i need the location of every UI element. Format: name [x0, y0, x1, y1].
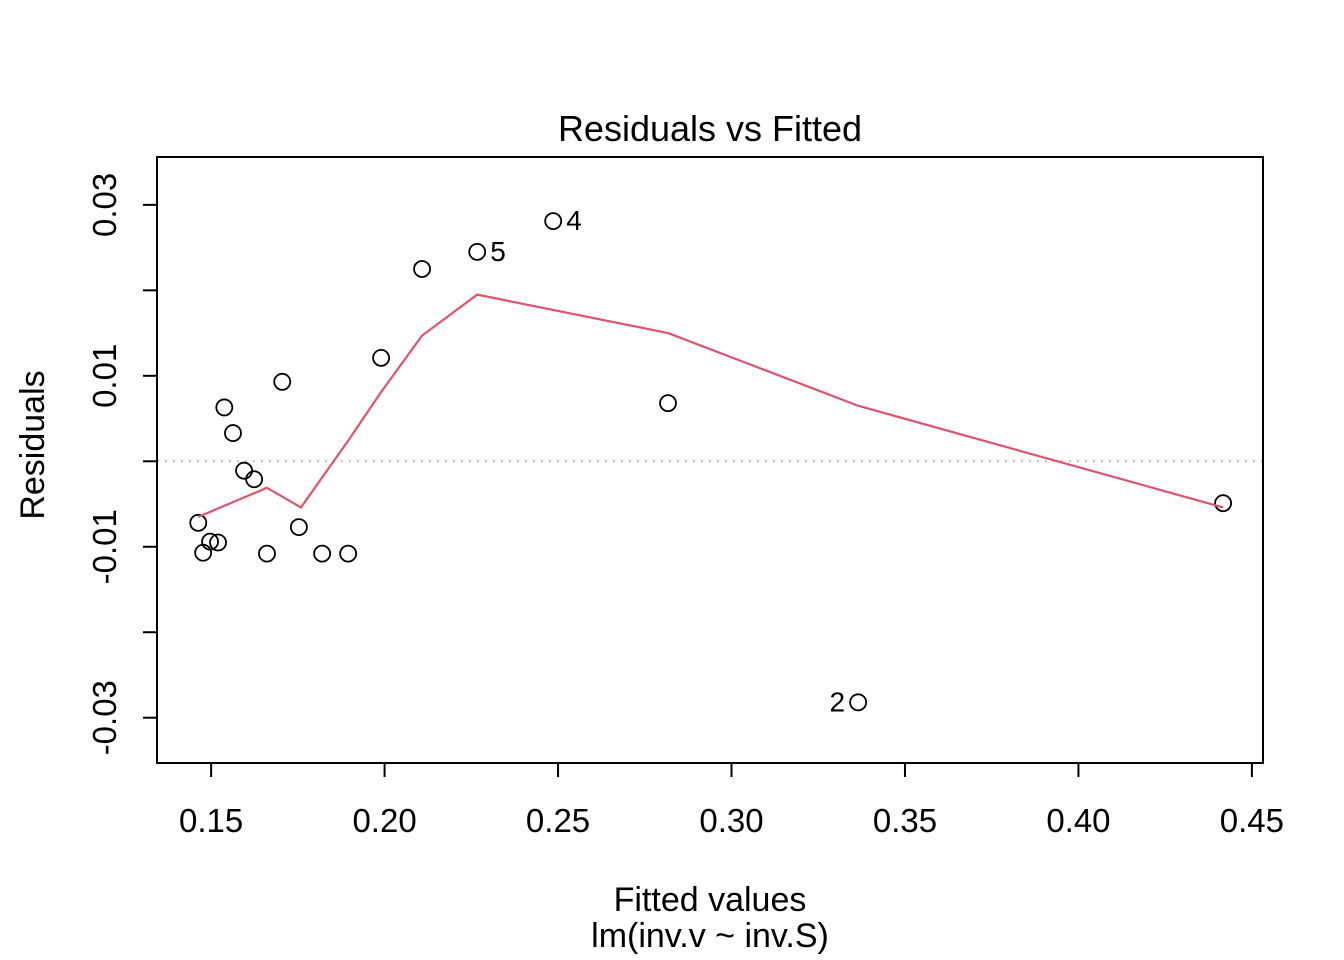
x-axis-sublabel: lm(inv.v ~ inv.S) — [591, 917, 829, 955]
data-point — [289, 518, 308, 536]
data-point — [468, 242, 487, 261]
x-tick-label: 0.45 — [1220, 802, 1284, 839]
y-tick-label: 0.03 — [86, 173, 123, 237]
x-tick-label: 0.30 — [699, 802, 763, 839]
data-point — [1214, 494, 1233, 513]
point-id-label: 2 — [830, 686, 846, 717]
data-point — [273, 372, 292, 391]
y-tick-label: -0.03 — [86, 680, 123, 755]
point-id-label: 4 — [566, 205, 582, 236]
x-axis-label: Fitted values — [614, 881, 807, 919]
y-tick-label: 0.01 — [86, 344, 123, 408]
point-id-label: 5 — [490, 236, 506, 267]
data-point — [849, 693, 868, 712]
data-point — [235, 461, 253, 480]
data-point — [313, 544, 332, 563]
x-tick-label: 0.20 — [352, 802, 416, 839]
data-point — [215, 398, 234, 417]
data-point — [245, 470, 264, 489]
x-tick-label: 0.15 — [179, 802, 243, 839]
y-axis-label: Residuals — [14, 370, 52, 519]
plot-border-box — [156, 156, 1264, 764]
chart-layer: 0.15 0.20 0.25 0.30 0.35 0.40 0.45 0.03 0.01 -0.0… — [86, 156, 1284, 839]
y-tick-label: -0.01 — [86, 509, 123, 584]
data-point — [189, 513, 208, 532]
data-point — [224, 424, 242, 442]
data-point — [258, 544, 276, 563]
data-point — [659, 394, 677, 413]
data-point — [372, 348, 391, 367]
x-tick-label: 0.35 — [873, 802, 937, 839]
data-point — [413, 260, 431, 278]
data-point — [544, 212, 563, 231]
chart-title: Residuals vs Fitted — [558, 108, 862, 149]
data-point — [339, 544, 358, 563]
lowess-smooth-line — [197, 293, 1224, 518]
data-point — [209, 533, 227, 552]
x-tick-label: 0.40 — [1046, 802, 1110, 839]
data-point — [201, 532, 219, 551]
x-tick-label: 0.25 — [526, 802, 590, 839]
